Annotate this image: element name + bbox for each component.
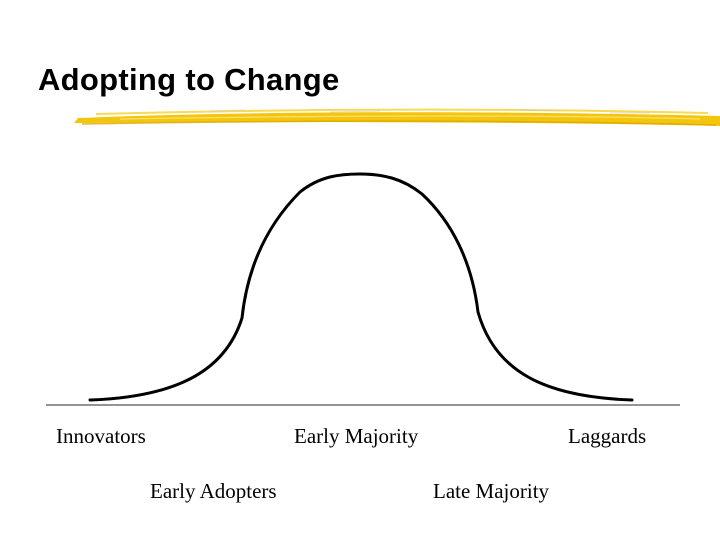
title-underline-highlight <box>74 108 720 126</box>
innovators-label: Innovators <box>56 424 146 448</box>
slide-title: Adopting to Change <box>38 62 340 97</box>
bell-curve <box>88 172 634 402</box>
late-majority-label: Late Majority <box>433 479 550 503</box>
laggards-label: Laggards <box>568 424 647 448</box>
early-majority-label: Early Majority <box>294 424 419 448</box>
early-adopters-label: Early Adopters <box>150 479 277 503</box>
